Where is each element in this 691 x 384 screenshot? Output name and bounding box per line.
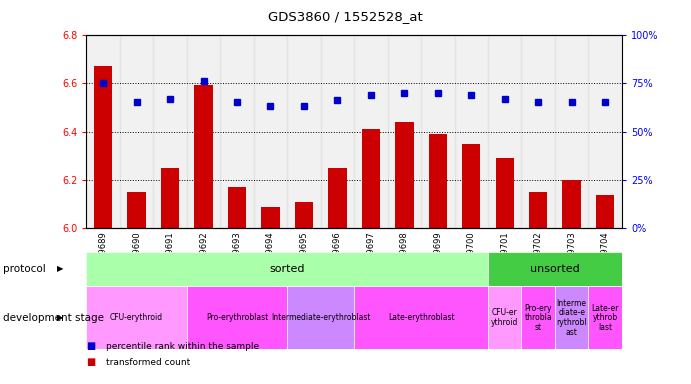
Bar: [529, 192, 547, 228]
Text: Late-er
ythrob
last: Late-er ythrob last: [591, 304, 619, 332]
Bar: [395, 122, 413, 228]
Text: Interme
diate-e
rythrobl
ast: Interme diate-e rythrobl ast: [556, 299, 587, 337]
Bar: [287, 286, 354, 349]
Bar: [589, 286, 622, 349]
Text: ▶: ▶: [57, 313, 64, 322]
Text: Intermediate-erythroblast: Intermediate-erythroblast: [271, 313, 370, 322]
Bar: [86, 252, 488, 286]
Bar: [194, 86, 213, 228]
Bar: [261, 207, 280, 228]
Bar: [596, 195, 614, 228]
Text: CFU-erythroid: CFU-erythroid: [110, 313, 163, 322]
Bar: [328, 168, 347, 228]
Text: ■: ■: [86, 341, 95, 351]
Text: transformed count: transformed count: [106, 358, 190, 367]
Text: Pro-ery
throbla
st: Pro-ery throbla st: [524, 304, 552, 332]
Bar: [488, 286, 522, 349]
Bar: [153, 35, 187, 228]
Bar: [562, 180, 581, 228]
Bar: [455, 35, 488, 228]
Bar: [86, 35, 120, 228]
Bar: [321, 35, 354, 228]
Text: sorted: sorted: [269, 264, 305, 274]
Bar: [295, 202, 313, 228]
Bar: [488, 35, 522, 228]
Bar: [187, 35, 220, 228]
Bar: [127, 192, 146, 228]
Bar: [522, 286, 555, 349]
Bar: [354, 35, 388, 228]
Bar: [220, 35, 254, 228]
Bar: [522, 35, 555, 228]
Bar: [287, 35, 321, 228]
Bar: [589, 35, 622, 228]
Bar: [388, 35, 421, 228]
Bar: [361, 129, 380, 228]
Bar: [120, 35, 153, 228]
Text: GDS3860 / 1552528_at: GDS3860 / 1552528_at: [268, 10, 423, 23]
Bar: [495, 158, 514, 228]
Bar: [428, 134, 447, 228]
Text: percentile rank within the sample: percentile rank within the sample: [106, 343, 259, 351]
Bar: [555, 35, 589, 228]
Bar: [462, 144, 480, 228]
Text: ▶: ▶: [57, 264, 64, 273]
Bar: [228, 187, 246, 228]
Text: Late-erythroblast: Late-erythroblast: [388, 313, 455, 322]
Text: CFU-er
ythroid: CFU-er ythroid: [491, 308, 518, 327]
Text: protocol: protocol: [3, 264, 46, 274]
Bar: [161, 168, 179, 228]
Text: unsorted: unsorted: [530, 264, 580, 274]
Bar: [187, 286, 287, 349]
Bar: [488, 252, 622, 286]
Text: Pro-erythroblast: Pro-erythroblast: [206, 313, 268, 322]
Text: ■: ■: [86, 357, 95, 367]
Bar: [421, 35, 455, 228]
Bar: [555, 286, 589, 349]
Bar: [354, 286, 488, 349]
Bar: [86, 286, 187, 349]
Bar: [94, 66, 113, 228]
Text: development stage: development stage: [3, 313, 104, 323]
Bar: [254, 35, 287, 228]
